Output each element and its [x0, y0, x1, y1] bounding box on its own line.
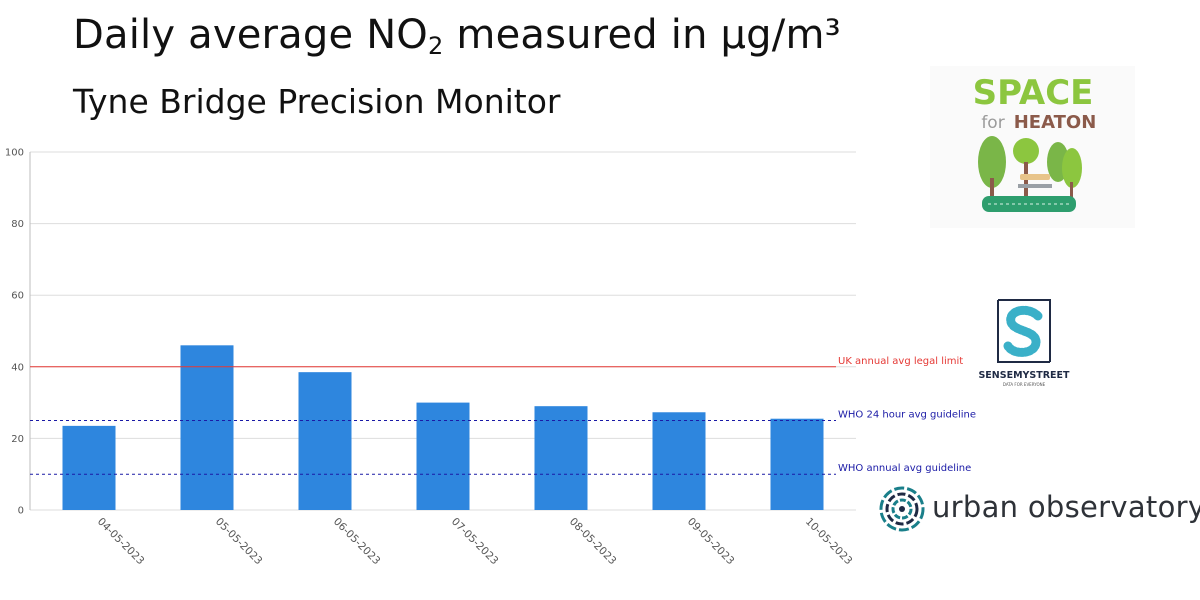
urban-observatory-text: urban observatory — [932, 490, 1200, 524]
title-rest: measured in µg/m³ — [443, 12, 841, 58]
bar — [534, 406, 588, 510]
bar — [62, 425, 116, 510]
bar — [652, 412, 706, 510]
chart-title: Daily average NO2 measured in µg/m³ — [73, 12, 841, 60]
heaton-heaton-text: HEATON — [1014, 112, 1097, 133]
x-tick-label: 04-05-2023 — [95, 516, 147, 568]
x-tick-label: 08-05-2023 — [567, 516, 619, 568]
bar — [298, 372, 352, 510]
y-tick-label: 60 — [11, 291, 24, 302]
heaton-space-text: SPACE — [973, 73, 1094, 113]
x-tick-label: 07-05-2023 — [449, 516, 501, 568]
heaton-for-text: for — [981, 113, 1004, 133]
bar — [770, 418, 824, 510]
x-tick-label: 09-05-2023 — [685, 516, 737, 568]
title-subscript: 2 — [428, 32, 444, 60]
y-tick-label: 20 — [11, 434, 24, 445]
x-tick-label: 05-05-2023 — [213, 516, 265, 568]
x-tick-label: 10-05-2023 — [803, 516, 855, 568]
y-tick-label: 100 — [5, 148, 24, 159]
bar — [416, 402, 470, 510]
y-tick-label: 0 — [18, 506, 24, 517]
reference-line-label: UK annual avg legal limit — [838, 356, 963, 367]
space-for-heaton-logo: SPACE for HEATON — [930, 66, 1135, 228]
sense-my-street-logo: SENSEMYSTREET DATA FOR EVERYONE — [978, 299, 1070, 387]
x-tick-label: 06-05-2023 — [331, 516, 383, 568]
sense-my-street-text: SENSEMYSTREET — [978, 370, 1070, 381]
chart-subtitle: Tyne Bridge Precision Monitor — [73, 82, 561, 121]
urban-observatory-icon — [879, 486, 925, 532]
reference-line-label: WHO 24 hour avg guideline — [838, 410, 976, 421]
sense-my-street-tagline: DATA FOR EVERYONE — [1003, 382, 1046, 387]
reference-line-label: WHO annual avg guideline — [838, 463, 971, 474]
bar — [180, 345, 234, 510]
urban-observatory-logo: urban observatory — [878, 484, 1200, 534]
y-tick-label: 40 — [11, 362, 24, 373]
title-main: Daily average NO — [73, 12, 428, 58]
y-tick-label: 80 — [11, 219, 24, 230]
